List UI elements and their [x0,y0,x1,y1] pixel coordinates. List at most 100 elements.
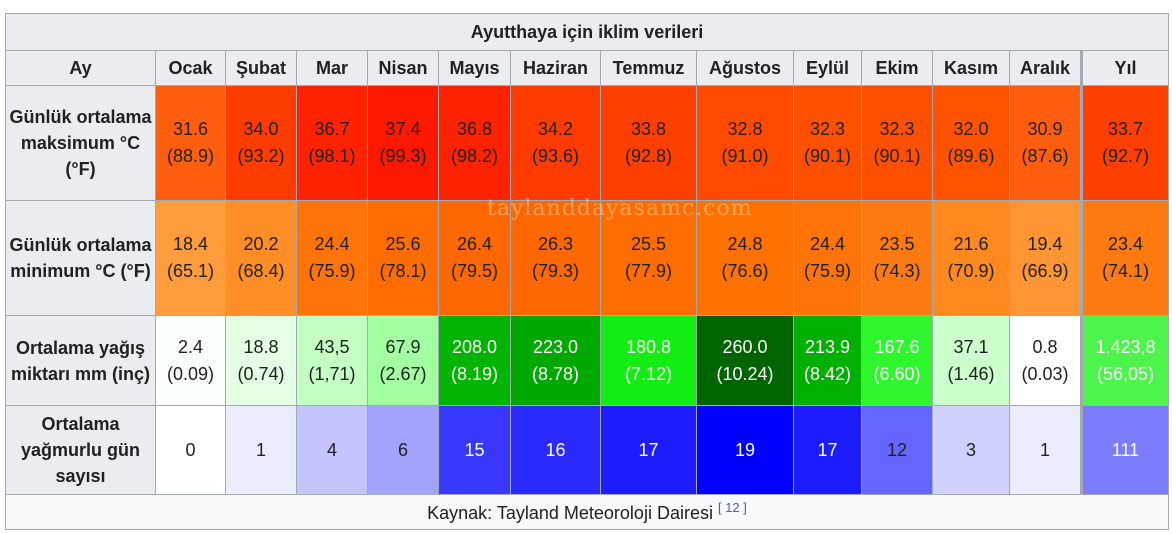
cell-value: 167.6 [874,336,920,357]
cell-value-imperial: (74.3) [873,261,921,281]
header-month-11: Kasım [932,50,1010,86]
cell-value: 12 [886,439,908,460]
cell-value-imperial: (92.7) [1102,146,1150,166]
cell-rain-1: 2.4 (0.09) [155,315,226,406]
header-month-4: Nisan [367,50,439,86]
cell-value-imperial: (90.1) [803,146,852,166]
cell-rain-4: 67.9 (2.67) [367,315,439,406]
cell-value: 20.2 [243,234,279,254]
cell-rain-3: 43,5 (1,71) [296,315,368,406]
cell-min-12: 19.4 (66.9) [1009,200,1082,316]
cell-value-imperial: (6.60) [873,363,921,384]
cell-value: 36.7 [314,119,350,139]
cell-value-imperial: (74.1) [1102,261,1150,281]
cell-value: 37.4 [385,119,421,139]
cell-max-12: 30.9 (87.6) [1009,85,1082,201]
cell-min-10: 23.5 (74.3) [861,200,933,316]
cell-value: 26.3 [537,234,574,254]
row-label-days: Ortalama yağmurlu gün sayısı [5,405,156,495]
header-month-3: Mar [296,50,368,86]
header-month-10: Ekim [861,50,933,86]
header-month-label: Ay [5,50,156,86]
cell-min-7: 25.5 (77.9) [600,200,697,316]
header-month-1: Ocak [155,50,226,86]
source-text: Kaynak: Tayland Meteoroloji Dairesi [427,503,713,523]
cell-value: 208.0 [451,336,498,357]
cell-rain-6: 223.0 (8.78) [510,315,601,406]
cell-value-imperial: (65.1) [166,261,215,281]
cell-max-6: 34.2 (93.6) [510,85,601,201]
cell-value: 24.4 [809,234,846,254]
cell-days-5: 15 [438,405,511,495]
cell-days-year: 111 [1079,405,1170,495]
cell-value-imperial: (92.8) [624,146,673,166]
cell-value: 24.4 [314,234,350,254]
cell-value: 3 [965,439,976,460]
cell-value-imperial: (98.2) [450,146,499,166]
cell-value: 32.3 [809,119,846,139]
cell-min-9: 24.4 (75.9) [793,200,862,316]
cell-value: 26.4 [456,234,493,254]
cell-rain-7: 180.8 (7.12) [600,315,697,406]
cell-rain-12: 0.8 (0.03) [1009,315,1082,406]
cell-value: 0 [185,439,196,460]
cell-rain-5: 208.0 (8.19) [438,315,511,406]
cell-value-imperial: (1,71) [308,363,356,384]
cell-value-imperial: (7.12) [624,363,673,384]
cell-value: 0.8 [1032,336,1058,357]
cell-days-12: 1 [1009,405,1082,495]
header-month-8: Ağustos [696,50,794,86]
cell-value: 213.9 [804,336,851,357]
cell-value: 19 [734,439,756,460]
cell-max-2: 34.0 (93.2) [225,85,297,201]
cell-min-4: 25.6 (78.1) [367,200,439,316]
cell-value: 25.5 [630,234,667,254]
cell-value: 24.8 [727,234,763,254]
cell-rain-year: 1.423,8 (56,05) [1079,315,1170,406]
header-month-7: Temmuz [600,50,697,86]
cell-value-imperial: (8.78) [531,363,580,384]
cell-max-10: 32.3 (90.1) [861,85,933,201]
cell-value: 6 [397,439,408,460]
header-month-12: Aralık [1009,50,1082,86]
cell-min-year: 23.4 (74.1) [1079,200,1170,316]
climate-table: Ayutthaya için iklim verileri Ay Ocak Şub… [4,13,1170,530]
cell-max-3: 36.7 (98.1) [296,85,368,201]
source-reference-link[interactable]: [ 12 ] [717,500,747,515]
cell-value: 32.0 [953,119,989,139]
cell-days-8: 19 [696,405,794,495]
cell-value-imperial: (93.2) [237,146,285,166]
row-label-max: Günlük ortalama maksimum °C (°F) [5,85,156,201]
cell-max-11: 32.0 (89.6) [932,85,1010,201]
cell-value: 34.0 [243,119,279,139]
cell-value: 18.4 [172,234,209,254]
cell-max-8: 32.8 (91.0) [696,85,794,201]
cell-max-1: 31.6 (88.9) [155,85,226,201]
cell-max-9: 32.3 (90.1) [793,85,862,201]
cell-value: 43,5 [314,336,350,357]
cell-value: 17 [638,439,659,460]
cell-value-imperial: (78.1) [379,261,427,281]
cell-value: 23.5 [879,234,915,254]
cell-value-imperial: (75.9) [803,261,852,281]
cell-value-imperial: (66.9) [1021,261,1069,281]
cell-value-imperial: (93.6) [531,146,580,166]
cell-value: 23.4 [1107,234,1144,254]
cell-rain-11: 37.1 (1.46) [932,315,1010,406]
cell-value: 15 [464,439,485,460]
cell-value-imperial: (75.9) [308,261,356,281]
cell-days-9: 17 [793,405,862,495]
cell-value: 16 [545,439,566,460]
cell-value-imperial: (1.46) [947,363,995,384]
cell-value-imperial: (88.9) [166,146,215,166]
cell-value-imperial: (0.74) [237,363,285,384]
cell-min-8: 24.8 (76.6) [696,200,794,316]
cell-value-imperial: (89.6) [947,146,995,166]
cell-days-1: 0 [155,405,226,495]
cell-min-11: 21.6 (70.9) [932,200,1010,316]
cell-value-imperial: (10.24) [716,363,774,384]
row-days: Ortalama yağmurlu gün sayısı 0 1 4 6 15 16 17 19… [5,405,1170,495]
cell-value: 260.0 [722,336,768,357]
cell-value-imperial: (8.19) [450,363,499,384]
table-title: Ayutthaya için iklim verileri [4,13,1170,51]
